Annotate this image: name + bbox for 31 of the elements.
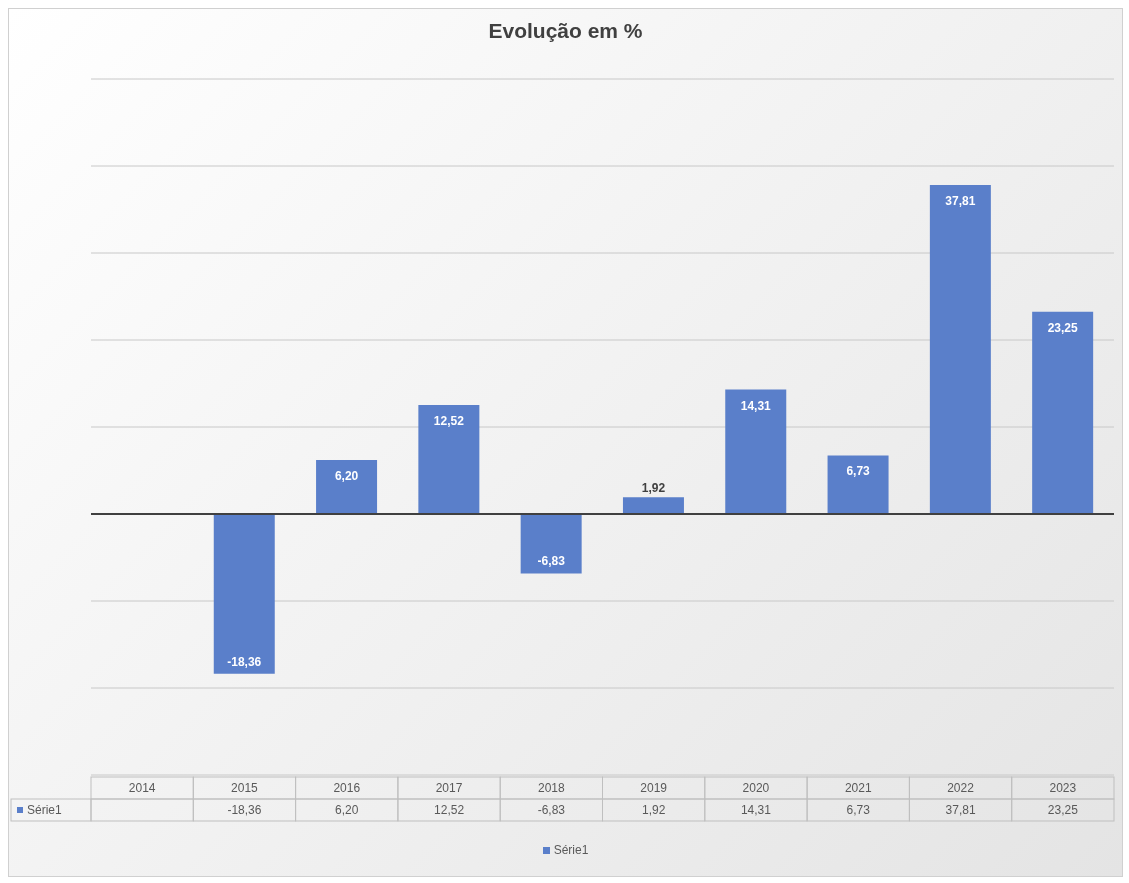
text: 1,92: [641, 481, 666, 496]
x-tick-label: 2014: [128, 781, 156, 795]
text: Série1: [27, 803, 62, 817]
text: 23,25: [1047, 320, 1078, 335]
x-tick-label: 2019: [640, 781, 668, 795]
data-label: -18,36: [227, 803, 262, 817]
x-tick-label: 2015: [231, 781, 259, 795]
x-tick-label: 2017: [435, 781, 463, 795]
legend-label: Série1: [552, 843, 589, 857]
data-label: 12,52: [434, 803, 465, 817]
text: 14,31: [740, 398, 771, 413]
chart-title: Evolução em %: [487, 18, 644, 44]
x-tick-label: 2023: [1049, 781, 1077, 795]
text: -18,36: [227, 654, 262, 669]
x-tick-label: 2021: [844, 781, 872, 795]
text: -6,83: [537, 554, 565, 569]
x-tick-label: 2018: [538, 781, 566, 795]
text: 12,52: [433, 414, 464, 429]
data-label: 37,81: [945, 803, 976, 817]
text: 6,20: [334, 469, 359, 484]
data-label: 1,92: [641, 803, 666, 817]
x-tick-label: 2016: [333, 781, 361, 795]
data-label: 6,20: [335, 803, 359, 817]
data-label: 6,73: [846, 803, 871, 817]
text: 37,81: [945, 194, 976, 209]
x-tick-label: 2020: [742, 781, 770, 795]
data-label: 14,31: [740, 803, 772, 817]
text: 6,73: [846, 464, 870, 479]
data-label: -6,83: [537, 803, 566, 817]
x-tick-label: 2022: [947, 781, 975, 795]
data-label: 23,25: [1047, 803, 1079, 817]
